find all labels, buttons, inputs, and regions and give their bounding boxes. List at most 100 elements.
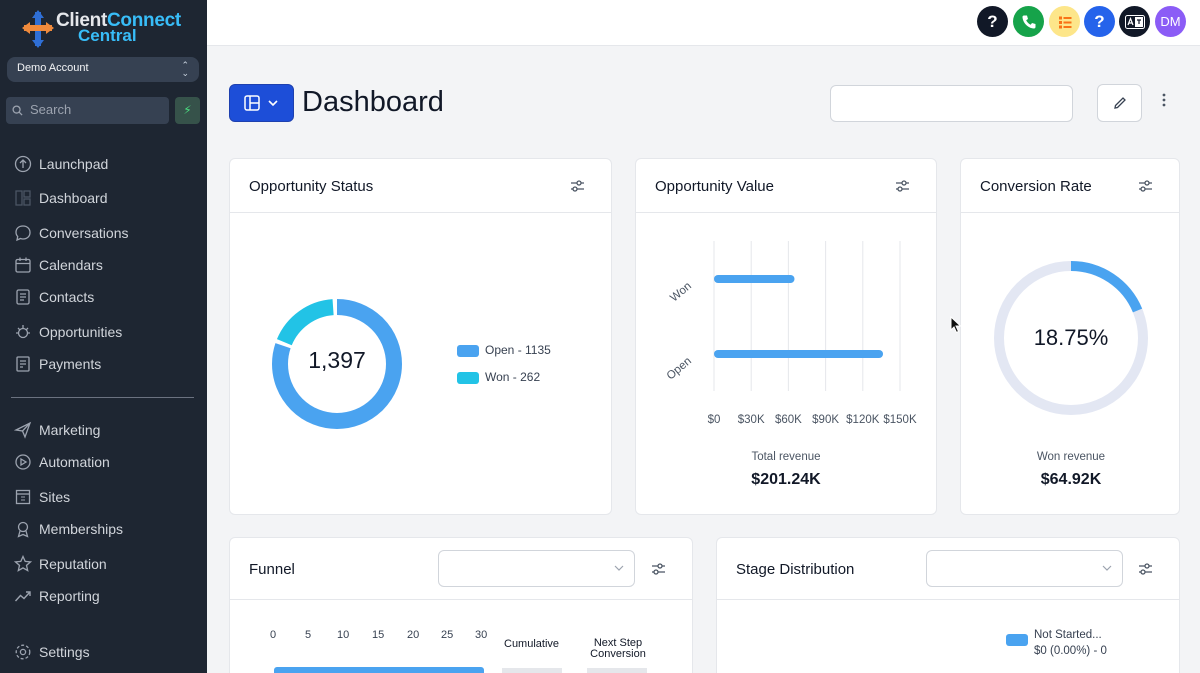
sidebar-item-reporting[interactable]: Reporting [14, 585, 100, 607]
donut-slice-open[interactable] [272, 299, 402, 429]
funnel-conversion-header-line2: Conversion [590, 648, 646, 660]
sidebar-item-label: Opportunities [39, 324, 123, 340]
legend-swatch [457, 344, 479, 357]
sidebar-item-label: Dashboard [39, 190, 108, 206]
sidebar-item-sites[interactable]: Sites [14, 486, 70, 508]
y-category-label: Won [668, 280, 694, 304]
logo-icon [22, 10, 54, 48]
filter-icon[interactable] [895, 179, 910, 193]
bar-open[interactable] [714, 350, 884, 358]
card-title: Stage Distribution [736, 561, 855, 578]
card-header: Stage Distribution [717, 538, 1179, 600]
funnel-tick: 5 [305, 629, 312, 641]
opportunity-value-card: Opportunity Value $0 $30K $60K $90K $120K $15… [635, 158, 937, 515]
funnel-conversion-header-line1: Next Step [593, 637, 643, 649]
top-bar: ? ? DM [207, 0, 1200, 46]
rocket-icon [14, 155, 32, 173]
funnel-card: Funnel 0 5 10 15 20 25 30 Cumulative Nex… [229, 537, 693, 673]
funnel-tick: 30 [475, 629, 488, 641]
phone-icon [1021, 15, 1035, 29]
sidebar-search-input[interactable]: Search [6, 97, 169, 124]
pencil-icon [1113, 97, 1126, 109]
funnel-tick: 15 [372, 629, 385, 641]
funnel-pipeline-select[interactable] [438, 550, 635, 587]
legend-item-not-started[interactable]: Not Started... $0 (0.00%) - 0 [1034, 627, 1107, 659]
sidebar-item-label: Contacts [39, 289, 95, 305]
bar-won[interactable] [714, 275, 795, 283]
tasks-button[interactable] [1049, 6, 1080, 37]
sidebar-item-marketing[interactable]: Marketing [14, 419, 100, 441]
filter-icon[interactable] [570, 179, 585, 193]
contacts-icon [16, 289, 30, 305]
opportunity-status-donut [270, 297, 404, 431]
total-revenue-label: Total revenue [751, 451, 821, 463]
search-placeholder: Search [30, 102, 72, 117]
won-revenue-label: Won revenue [1036, 451, 1106, 463]
x-tick-label: $120K [846, 414, 880, 426]
layout-icon [244, 95, 260, 111]
support-button[interactable]: ? [1084, 6, 1115, 37]
app-logo[interactable]: ClientConnect Central [22, 10, 192, 48]
filter-icon[interactable] [1138, 179, 1153, 193]
filter-icon[interactable] [1138, 562, 1153, 576]
phone-button[interactable] [1013, 6, 1044, 37]
chevron-down-icon [1102, 565, 1112, 571]
legend-item-won[interactable]: Won - 262 [457, 370, 540, 384]
sidebar-item-reputation[interactable]: Reputation [14, 553, 107, 575]
funnel-cumulative-header: Cumulative [504, 638, 560, 650]
filter-icon[interactable] [651, 562, 666, 576]
y-category-label: Open [665, 355, 694, 382]
account-switcher[interactable]: Demo Account ⌃ ⌄ [7, 57, 199, 82]
sidebar-item-settings[interactable]: Settings [14, 641, 90, 663]
sidebar-item-contacts[interactable]: Contacts [14, 286, 94, 308]
edit-dashboard-button[interactable] [1097, 84, 1142, 122]
card-header: Opportunity Value [636, 159, 936, 213]
x-tick-label: $60K [775, 414, 802, 426]
chat-icon [15, 225, 31, 242]
quick-action-button[interactable]: ⚡ [175, 97, 200, 124]
avatar[interactable]: DM [1155, 6, 1186, 37]
account-name: Demo Account [17, 62, 89, 74]
donut-slice-won[interactable] [270, 297, 404, 431]
stage-pipeline-select[interactable] [926, 550, 1123, 587]
total-revenue-value: $201.24K [751, 471, 821, 488]
x-tick-label: $150K [883, 414, 917, 426]
sidebar-item-memberships[interactable]: Memberships [14, 518, 123, 540]
funnel-tick: 0 [270, 629, 277, 641]
sites-icon [15, 489, 31, 505]
sidebar-item-opportunities[interactable]: Opportunities [14, 321, 122, 343]
funnel-tick: 20 [407, 629, 420, 641]
chevron-updown-icon: ⌃ ⌄ [181, 60, 189, 78]
sidebar-item-conversations[interactable]: Conversations [14, 222, 129, 244]
question-icon: ? [1094, 11, 1105, 31]
dashboard-selector-input[interactable] [830, 85, 1073, 122]
sidebar-item-label: Sites [39, 489, 71, 505]
bolt-icon: ⚡ [183, 103, 192, 117]
legend-swatch [457, 371, 479, 384]
more-options-button[interactable] [1158, 93, 1170, 107]
legend-label: Won - 262 [485, 370, 541, 384]
donut-total: 1,397 [308, 347, 366, 373]
legend-item-open[interactable]: Open - 1135 [457, 343, 551, 357]
funnel-cumulative-shape [502, 668, 562, 673]
logo-text-central: Central [78, 26, 137, 45]
gear-icon [15, 644, 31, 660]
sidebar-item-automation[interactable]: Automation [14, 451, 110, 473]
sidebar-item-label: Launchpad [39, 156, 109, 172]
dashboard-icon [15, 190, 31, 206]
logo-text-connect: Connect [106, 10, 181, 31]
help-button[interactable]: ? [977, 6, 1008, 37]
sidebar-item-dashboard[interactable]: Dashboard [14, 187, 108, 209]
layout-switcher-button[interactable] [229, 84, 294, 122]
opportunity-status-card: Opportunity Status 1,397 Open - 1135 Won… [229, 158, 612, 515]
translate-button[interactable] [1119, 6, 1150, 37]
sidebar-item-calendars[interactable]: Calendars [14, 254, 103, 276]
sidebar-item-launchpad[interactable]: Launchpad [14, 153, 108, 175]
page-title: Dashboard [302, 86, 444, 118]
funnel-bar[interactable] [274, 667, 484, 673]
x-tick-label: $0 [708, 414, 721, 426]
legend-label: Open - 1135 [485, 343, 551, 357]
sidebar-item-payments[interactable]: Payments [14, 353, 101, 375]
list-icon [1058, 16, 1071, 28]
funnel-conversion-shape [587, 668, 647, 673]
